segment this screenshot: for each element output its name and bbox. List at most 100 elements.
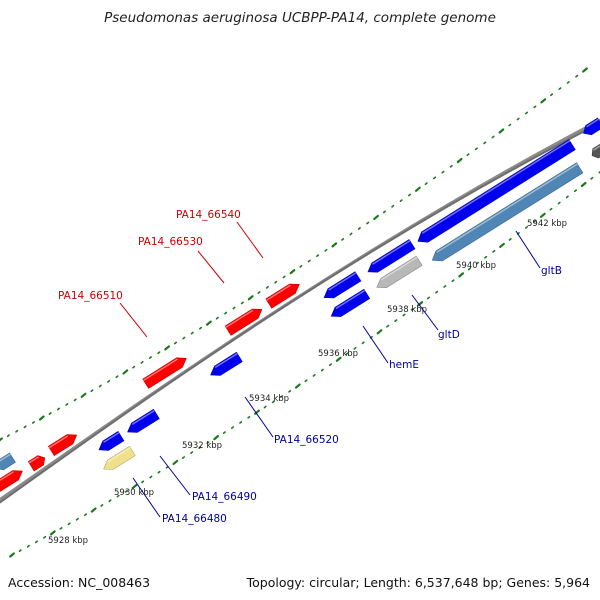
gene-steel-gltB-body: [431, 162, 584, 262]
inner-tick-6: [59, 526, 63, 530]
gene-fwd-pa14-66510-left-body: [47, 434, 78, 457]
inner-tick-57: [475, 261, 480, 265]
gene-fwd-pa14-66540-body: [265, 283, 300, 309]
inner-tick-25: [213, 435, 220, 441]
outer-tick-39: [324, 248, 328, 252]
inner-tick-65: [539, 212, 546, 218]
inner-tick-row: [9, 170, 600, 558]
outer-tick-67: [558, 87, 562, 90]
gene-rev-far-right: [583, 117, 600, 136]
inner-tick-14: [124, 489, 128, 493]
gene-rev-pa14-66520-highlight: [214, 352, 238, 369]
gene-gray-gltD-body: [376, 255, 423, 289]
gene-fwd-2: [27, 455, 46, 472]
inner-tick-63: [524, 226, 529, 229]
outer-tick-18: [148, 356, 152, 359]
leader-pa14-66530: [197, 250, 225, 284]
gene-dark-far-right-body: [591, 143, 600, 159]
inner-tick-4: [43, 535, 47, 539]
genome-backbone: [0, 118, 600, 504]
gene-pseudo-pa14-66480-highlight: [107, 446, 131, 463]
inner-tick-10: [90, 507, 97, 513]
tick-label-5940: 5940 kbp: [456, 261, 496, 271]
outer-tick-32: [265, 285, 269, 289]
gene-rev-hemE-highlight: [335, 289, 366, 310]
label-leader-lines: [119, 221, 541, 518]
outer-tick-13: [107, 379, 111, 383]
gene-label-pa14-66510: PA14_66510: [58, 290, 123, 302]
inner-tick-27: [230, 426, 235, 429]
gene-fwd-pa14-66540: [265, 283, 300, 309]
outer-tick-7: [56, 407, 61, 411]
outer-tick-54: [449, 164, 453, 168]
outer-tick-65: [540, 98, 547, 104]
inner-tick-70: [580, 181, 587, 188]
gene-rev-gltD-upper-body: [367, 239, 416, 273]
outer-tick-3: [23, 425, 27, 429]
outer-tick-58: [483, 141, 487, 145]
leader-pa14-66490: [159, 455, 191, 496]
outer-tick-55: [456, 157, 463, 164]
outer-tick-30: [247, 295, 254, 301]
outer-tick-35: [289, 269, 296, 275]
gene-fwd-pa14-66530: [224, 308, 263, 336]
gene-fwd-2-highlight: [28, 456, 40, 464]
outer-tick-17: [140, 360, 144, 364]
gene-label-pa14-66490: PA14_66490: [192, 491, 257, 503]
gene-label-pa14-66520: PA14_66520: [274, 434, 339, 446]
tick-label-5942: 5942 kbp: [527, 219, 567, 229]
inner-tick-43: [361, 341, 365, 345]
inner-tick-56: [467, 267, 471, 271]
inner-tick-49: [410, 307, 414, 311]
gene-rev-pa14-66490: [127, 408, 160, 433]
inner-tick-60: [499, 242, 505, 249]
outer-tick-0: [0, 437, 3, 442]
gene-pseudo-pa14-66480-body: [103, 445, 136, 470]
gene-rev-pa14-66490-body: [127, 408, 160, 433]
leader-pa14-66520: [244, 396, 274, 438]
inner-tick-24: [206, 441, 210, 445]
gene-fwd-1: [0, 470, 23, 492]
outer-tick-47: [391, 204, 395, 208]
outer-tick-6: [48, 412, 52, 415]
inner-tick-0: [9, 552, 15, 558]
inner-tick-23: [198, 446, 202, 450]
inner-tick-28: [239, 421, 243, 424]
outer-tick-15: [122, 369, 129, 375]
leader-pa14-66480: [132, 477, 161, 518]
inner-tick-1: [18, 549, 22, 553]
inner-tick-71: [590, 176, 594, 180]
gene-fwd-pa14-66530-highlight: [225, 309, 254, 328]
gene-gray-gltD-highlight: [381, 256, 418, 281]
inner-tick-46: [386, 324, 390, 328]
backbone-line-1: [0, 122, 600, 504]
inner-tick-3: [34, 540, 39, 544]
outer-tick-row: [0, 67, 588, 442]
gene-features: [0, 117, 600, 492]
inner-tick-59: [492, 249, 496, 253]
outer-tick-40: [331, 242, 338, 248]
inner-tick-17: [149, 475, 153, 479]
outer-tick-21: [173, 341, 178, 345]
leader-gltb: [515, 230, 541, 269]
gene-rev-hemE-upper-body: [323, 271, 362, 299]
genome-summary-text: Topology: circular; Length: 6,537,648 bp…: [246, 575, 590, 590]
inner-tick-58: [484, 255, 488, 259]
gene-rev-hemE-upper-highlight: [328, 272, 357, 291]
gene-steel-gltB-highlight: [436, 163, 578, 253]
outer-tick-70: [582, 67, 588, 73]
inner-tick-53: [443, 285, 447, 288]
inner-tick-8: [75, 517, 79, 521]
inner-tick-33: [279, 395, 284, 398]
gene-rev-gltD-upper: [367, 239, 416, 273]
inner-tick-21: [181, 456, 186, 459]
inner-tick-55: [458, 272, 465, 278]
accession-text: Accession: NC_008463: [8, 575, 151, 590]
outer-tick-16: [132, 365, 136, 369]
gene-rev-gltB-upper-body: [417, 139, 576, 243]
gene-rev-hemE: [330, 288, 371, 317]
gene-fwd-1-highlight: [0, 471, 14, 482]
inner-tick-7: [67, 522, 71, 526]
inner-tick-64: [533, 219, 537, 223]
inner-tick-16: [141, 480, 145, 484]
